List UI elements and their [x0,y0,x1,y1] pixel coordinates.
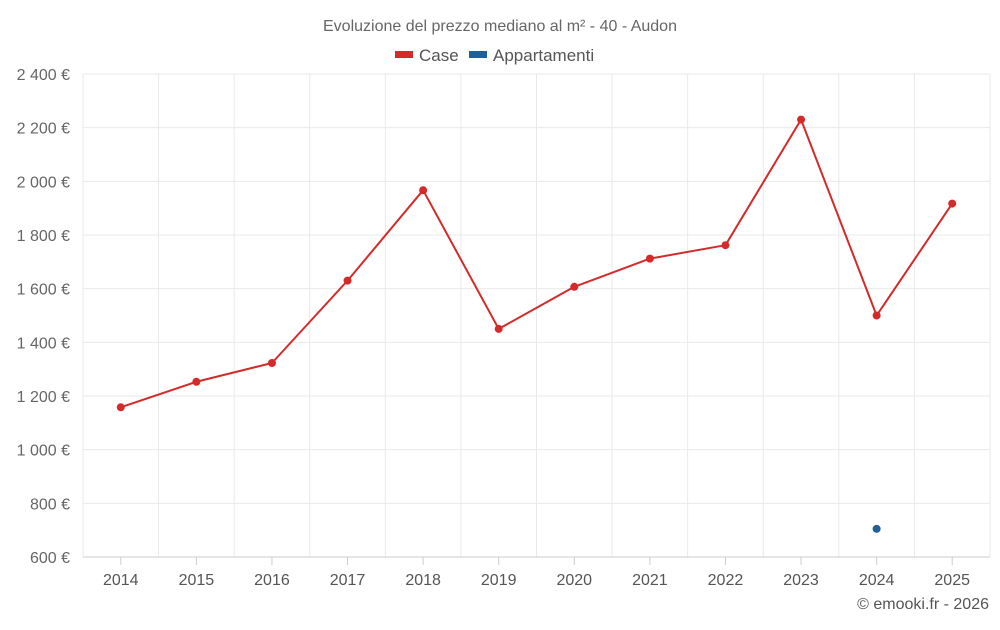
data-point-appartamenti-2024[interactable] [872,524,881,533]
series-line-case [120,118,954,409]
x-tick-label: 2023 [783,572,819,589]
data-point-case-2020[interactable] [570,282,579,291]
y-tick-label: 1 000 € [17,443,70,460]
chart-title: Evoluzione del prezzo mediano al m² - 40… [323,18,677,35]
grid [82,73,991,557]
x-tick-label: 2019 [481,572,517,589]
x-tick-label: 2018 [405,572,441,589]
data-point-case-2019[interactable] [494,324,503,333]
legend: Case Appartamenti [395,46,594,65]
legend-label-appartamenti: Appartamenti [493,46,594,65]
x-tick-label: 2017 [330,572,366,589]
data-point-case-2025[interactable] [948,199,957,208]
axes: 600 € 800 € 1 000 € 1 200 € 1 400 € 1 600 € 1 … [17,67,990,589]
y-tick-label: 2 400 € [17,67,70,84]
series-appartamenti [872,524,881,533]
y-tick-label: 800 € [30,496,70,513]
y-tick-label: 1 600 € [17,282,70,299]
legend-label-case: Case [419,46,459,65]
legend-item-appartamenti[interactable]: Appartamenti [469,46,594,65]
data-point-case-2024[interactable] [872,311,881,320]
legend-swatch-case [395,51,413,58]
series-case [116,115,957,412]
data-point-case-2015[interactable] [192,377,201,386]
x-tick-label: 2015 [179,572,215,589]
y-tick-label: 1 400 € [17,335,70,352]
data-point-case-2023[interactable] [797,115,806,124]
data-point-case-2022[interactable] [721,241,730,250]
y-tick-label: 1 200 € [17,389,70,406]
x-tick-label: 2020 [556,572,592,589]
x-tick-label: 2022 [708,572,744,589]
y-tick-label: 1 800 € [17,228,70,245]
credit-text: © emooki.fr - 2026 [857,596,989,613]
y-tick-label: 600 € [30,550,70,567]
x-tick-label: 2014 [103,572,139,589]
legend-swatch-appartamenti [469,51,487,58]
y-tick-label: 2 200 € [17,121,70,138]
x-tick-label: 2025 [934,572,970,589]
x-tick-label: 2016 [254,572,290,589]
series [116,115,957,533]
data-point-case-2014[interactable] [116,403,125,412]
x-tick-label: 2021 [632,572,668,589]
data-point-case-2021[interactable] [645,254,654,263]
legend-item-case[interactable]: Case [395,46,459,65]
data-point-case-2018[interactable] [419,186,428,195]
data-point-case-2016[interactable] [267,358,276,367]
y-tick-label: 2 000 € [17,174,70,191]
x-tick-label: 2024 [859,572,895,589]
data-point-case-2017[interactable] [343,276,352,285]
